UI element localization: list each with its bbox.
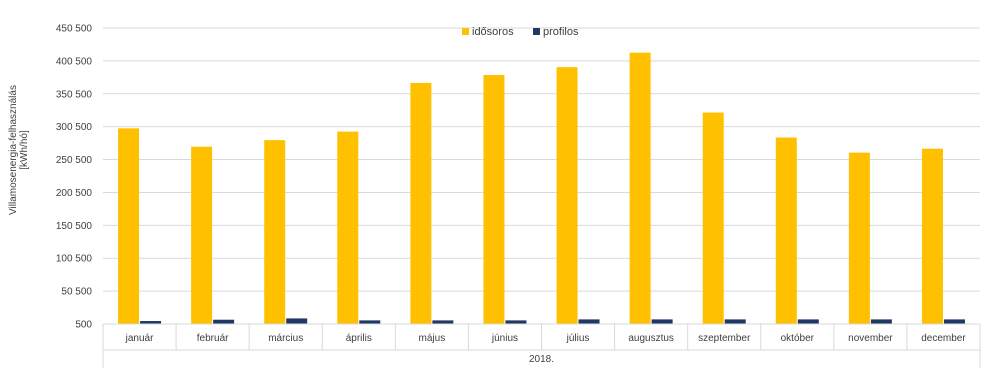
y-axis-label: Villamosenergia-felhasználás [kWh/hó] xyxy=(8,85,30,215)
bar-profilos xyxy=(578,319,600,324)
bar-profilos xyxy=(140,321,162,324)
x-tick-label: augusztus xyxy=(628,333,674,344)
x-tick-label: szeptember xyxy=(698,333,751,344)
x-axis: január február március április május június jú… xyxy=(102,323,981,368)
bar-idosoros xyxy=(410,82,432,325)
y-axis-label-line: [kWh/hó] xyxy=(19,130,30,170)
legend-label: profilos xyxy=(543,26,579,38)
y-tick-label: 500 xyxy=(75,320,92,331)
bar-idosoros xyxy=(337,131,359,324)
legend-swatch xyxy=(533,28,540,35)
x-tick-label: július xyxy=(566,333,590,344)
bars xyxy=(118,52,965,325)
gridlines xyxy=(103,27,980,325)
x-tick-label: október xyxy=(781,333,815,344)
bar-idosoros xyxy=(848,152,870,324)
y-axis-ticks: 500 50 500 100 500 150 500 200 500 250 500 300… xyxy=(56,24,93,331)
x-tick-label: március xyxy=(268,333,303,344)
x-tick-label: január xyxy=(125,333,154,344)
x-tick-label: június xyxy=(491,333,518,344)
x-tick-label: december xyxy=(921,333,966,344)
y-tick-label: 250 500 xyxy=(56,155,93,166)
bar-profilos xyxy=(359,320,381,324)
bar-profilos xyxy=(432,320,454,324)
y-tick-label: 150 500 xyxy=(56,221,93,232)
y-tick-label: 350 500 xyxy=(56,89,93,100)
bar-idosoros xyxy=(483,75,505,324)
bar-profilos xyxy=(286,318,308,324)
y-tick-label: 50 500 xyxy=(61,287,92,298)
bar-idosoros xyxy=(775,137,797,324)
legend-label: idősoros xyxy=(472,26,514,38)
legend: idősoros profilos xyxy=(462,26,579,38)
bar-idosoros xyxy=(264,140,286,324)
y-tick-label: 400 500 xyxy=(56,56,93,67)
bar-idosoros xyxy=(702,112,724,324)
bar-profilos xyxy=(943,319,965,324)
bar-profilos xyxy=(724,319,746,324)
bar-idosoros xyxy=(556,67,578,324)
x-tick-label: február xyxy=(197,333,229,344)
y-axis-label-line: Villamosenergia-felhasználás xyxy=(8,85,19,215)
bar-idosoros xyxy=(191,146,213,324)
legend-swatch xyxy=(462,28,469,35)
x-group-label: 2018. xyxy=(529,354,554,365)
y-tick-label: 300 500 xyxy=(56,122,93,133)
bar-profilos xyxy=(505,320,527,324)
x-tick-label: november xyxy=(848,333,893,344)
y-tick-label: 100 500 xyxy=(56,254,93,265)
x-tick-label: május xyxy=(419,333,446,344)
y-tick-label: 450 500 xyxy=(56,24,93,35)
bar-profilos xyxy=(797,319,819,324)
y-tick-label: 200 500 xyxy=(56,188,93,199)
bar-profilos xyxy=(213,319,235,324)
x-tick-label: április xyxy=(346,333,372,344)
bar-profilos xyxy=(870,319,892,324)
bar-idosoros xyxy=(921,148,943,324)
bar-profilos xyxy=(651,319,673,324)
bar-idosoros xyxy=(629,52,651,325)
bar-idosoros xyxy=(118,128,140,324)
